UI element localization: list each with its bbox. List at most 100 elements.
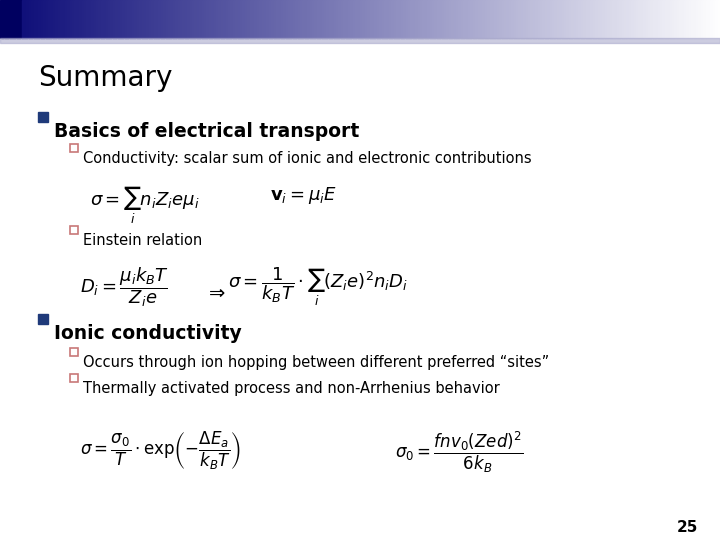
Bar (394, 0, 397, 38)
Bar (252, 0, 256, 38)
Bar (660, 0, 663, 38)
Bar (562, 0, 565, 38)
Bar (545, 0, 548, 38)
Bar (557, 0, 560, 38)
Bar (396, 0, 400, 38)
Text: $D_i = \dfrac{\mu_i k_B T}{Z_i e}$: $D_i = \dfrac{\mu_i k_B T}{Z_i e}$ (80, 265, 169, 309)
Bar (499, 0, 503, 38)
Bar (610, 0, 613, 38)
Bar (650, 0, 654, 38)
Bar (564, 0, 567, 38)
Bar (511, 0, 515, 38)
Bar (346, 0, 349, 38)
Bar (631, 0, 634, 38)
Bar (106, 0, 109, 38)
Bar (91, 0, 94, 38)
Bar (24, 0, 27, 38)
Bar (497, 0, 500, 38)
Bar (667, 0, 670, 38)
Bar (348, 0, 351, 38)
Bar (194, 0, 198, 38)
Bar (245, 0, 248, 38)
Bar (293, 0, 296, 38)
Bar (120, 0, 123, 38)
Bar (79, 0, 83, 38)
Bar (355, 0, 359, 38)
Bar (410, 0, 414, 38)
Bar (151, 0, 155, 38)
Bar (122, 0, 126, 38)
Bar (225, 0, 229, 38)
Bar (675, 0, 678, 38)
Bar (701, 0, 704, 38)
Bar (180, 0, 184, 38)
Bar (708, 0, 711, 38)
Bar (538, 0, 541, 38)
Bar (598, 0, 601, 38)
Bar (175, 0, 179, 38)
Bar (696, 0, 699, 38)
Text: Conductivity: scalar sum of ionic and electronic contributions: Conductivity: scalar sum of ionic and el… (83, 151, 531, 166)
Bar (382, 0, 385, 38)
Bar (70, 144, 78, 152)
Bar (271, 0, 274, 38)
Bar (317, 0, 320, 38)
Bar (477, 0, 481, 38)
Bar (593, 0, 596, 38)
Bar (209, 0, 212, 38)
Bar (513, 0, 517, 38)
Bar (605, 0, 608, 38)
Bar (70, 374, 78, 382)
Bar (7, 0, 11, 38)
Bar (257, 0, 260, 38)
Bar (542, 0, 546, 38)
Bar (58, 0, 61, 38)
Bar (516, 0, 519, 38)
Bar (324, 0, 328, 38)
Bar (418, 0, 421, 38)
Bar (456, 0, 459, 38)
Bar (487, 0, 490, 38)
Bar (655, 0, 659, 38)
Bar (341, 0, 344, 38)
Bar (38, 112, 48, 122)
Bar (166, 0, 169, 38)
Bar (96, 0, 99, 38)
Bar (653, 0, 656, 38)
Bar (202, 0, 205, 38)
Bar (137, 0, 140, 38)
Bar (369, 0, 373, 38)
Bar (684, 0, 688, 38)
Bar (9, 0, 13, 38)
Bar (338, 0, 342, 38)
Bar (482, 0, 486, 38)
Bar (74, 0, 78, 38)
Bar (315, 0, 318, 38)
Bar (639, 0, 642, 38)
Bar (235, 0, 238, 38)
Bar (686, 0, 690, 38)
Bar (621, 0, 625, 38)
Bar (207, 0, 210, 38)
Bar (0, 4, 12, 34)
Bar (132, 0, 135, 38)
Bar (322, 0, 325, 38)
Bar (197, 0, 200, 38)
Bar (67, 0, 71, 38)
Bar (101, 0, 104, 38)
Bar (17, 0, 20, 38)
Bar (266, 0, 270, 38)
Bar (259, 0, 263, 38)
Bar (223, 0, 227, 38)
Bar (549, 0, 553, 38)
Bar (423, 0, 426, 38)
Bar (403, 0, 407, 38)
Bar (590, 0, 594, 38)
Bar (261, 0, 265, 38)
Bar (187, 0, 191, 38)
Bar (149, 0, 152, 38)
Bar (475, 0, 479, 38)
Bar (636, 0, 639, 38)
Bar (526, 0, 529, 38)
Bar (125, 0, 128, 38)
